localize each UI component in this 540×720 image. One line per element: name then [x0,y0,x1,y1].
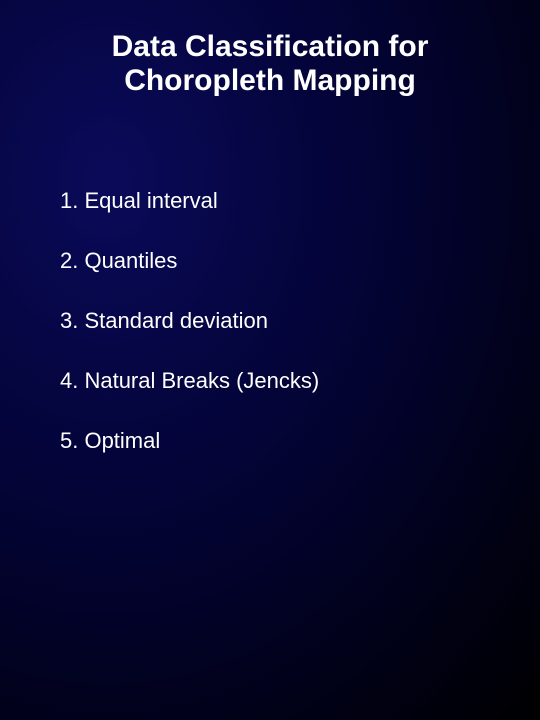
list-item: 2. Quantiles [60,248,490,274]
list-item: 5. Optimal [60,428,490,454]
title-line-1: Data Classification for [50,30,490,64]
list-item: 3. Standard deviation [60,308,490,334]
title-line-2: Choropleth Mapping [50,64,490,98]
list-item: 4. Natural Breaks (Jencks) [60,368,490,394]
list-item: 1. Equal interval [60,188,490,214]
slide-title: Data Classification for Choropleth Mappi… [50,30,490,98]
slide-container: Data Classification for Choropleth Mappi… [0,0,540,720]
classification-list: 1. Equal interval 2. Quantiles 3. Standa… [50,188,490,454]
